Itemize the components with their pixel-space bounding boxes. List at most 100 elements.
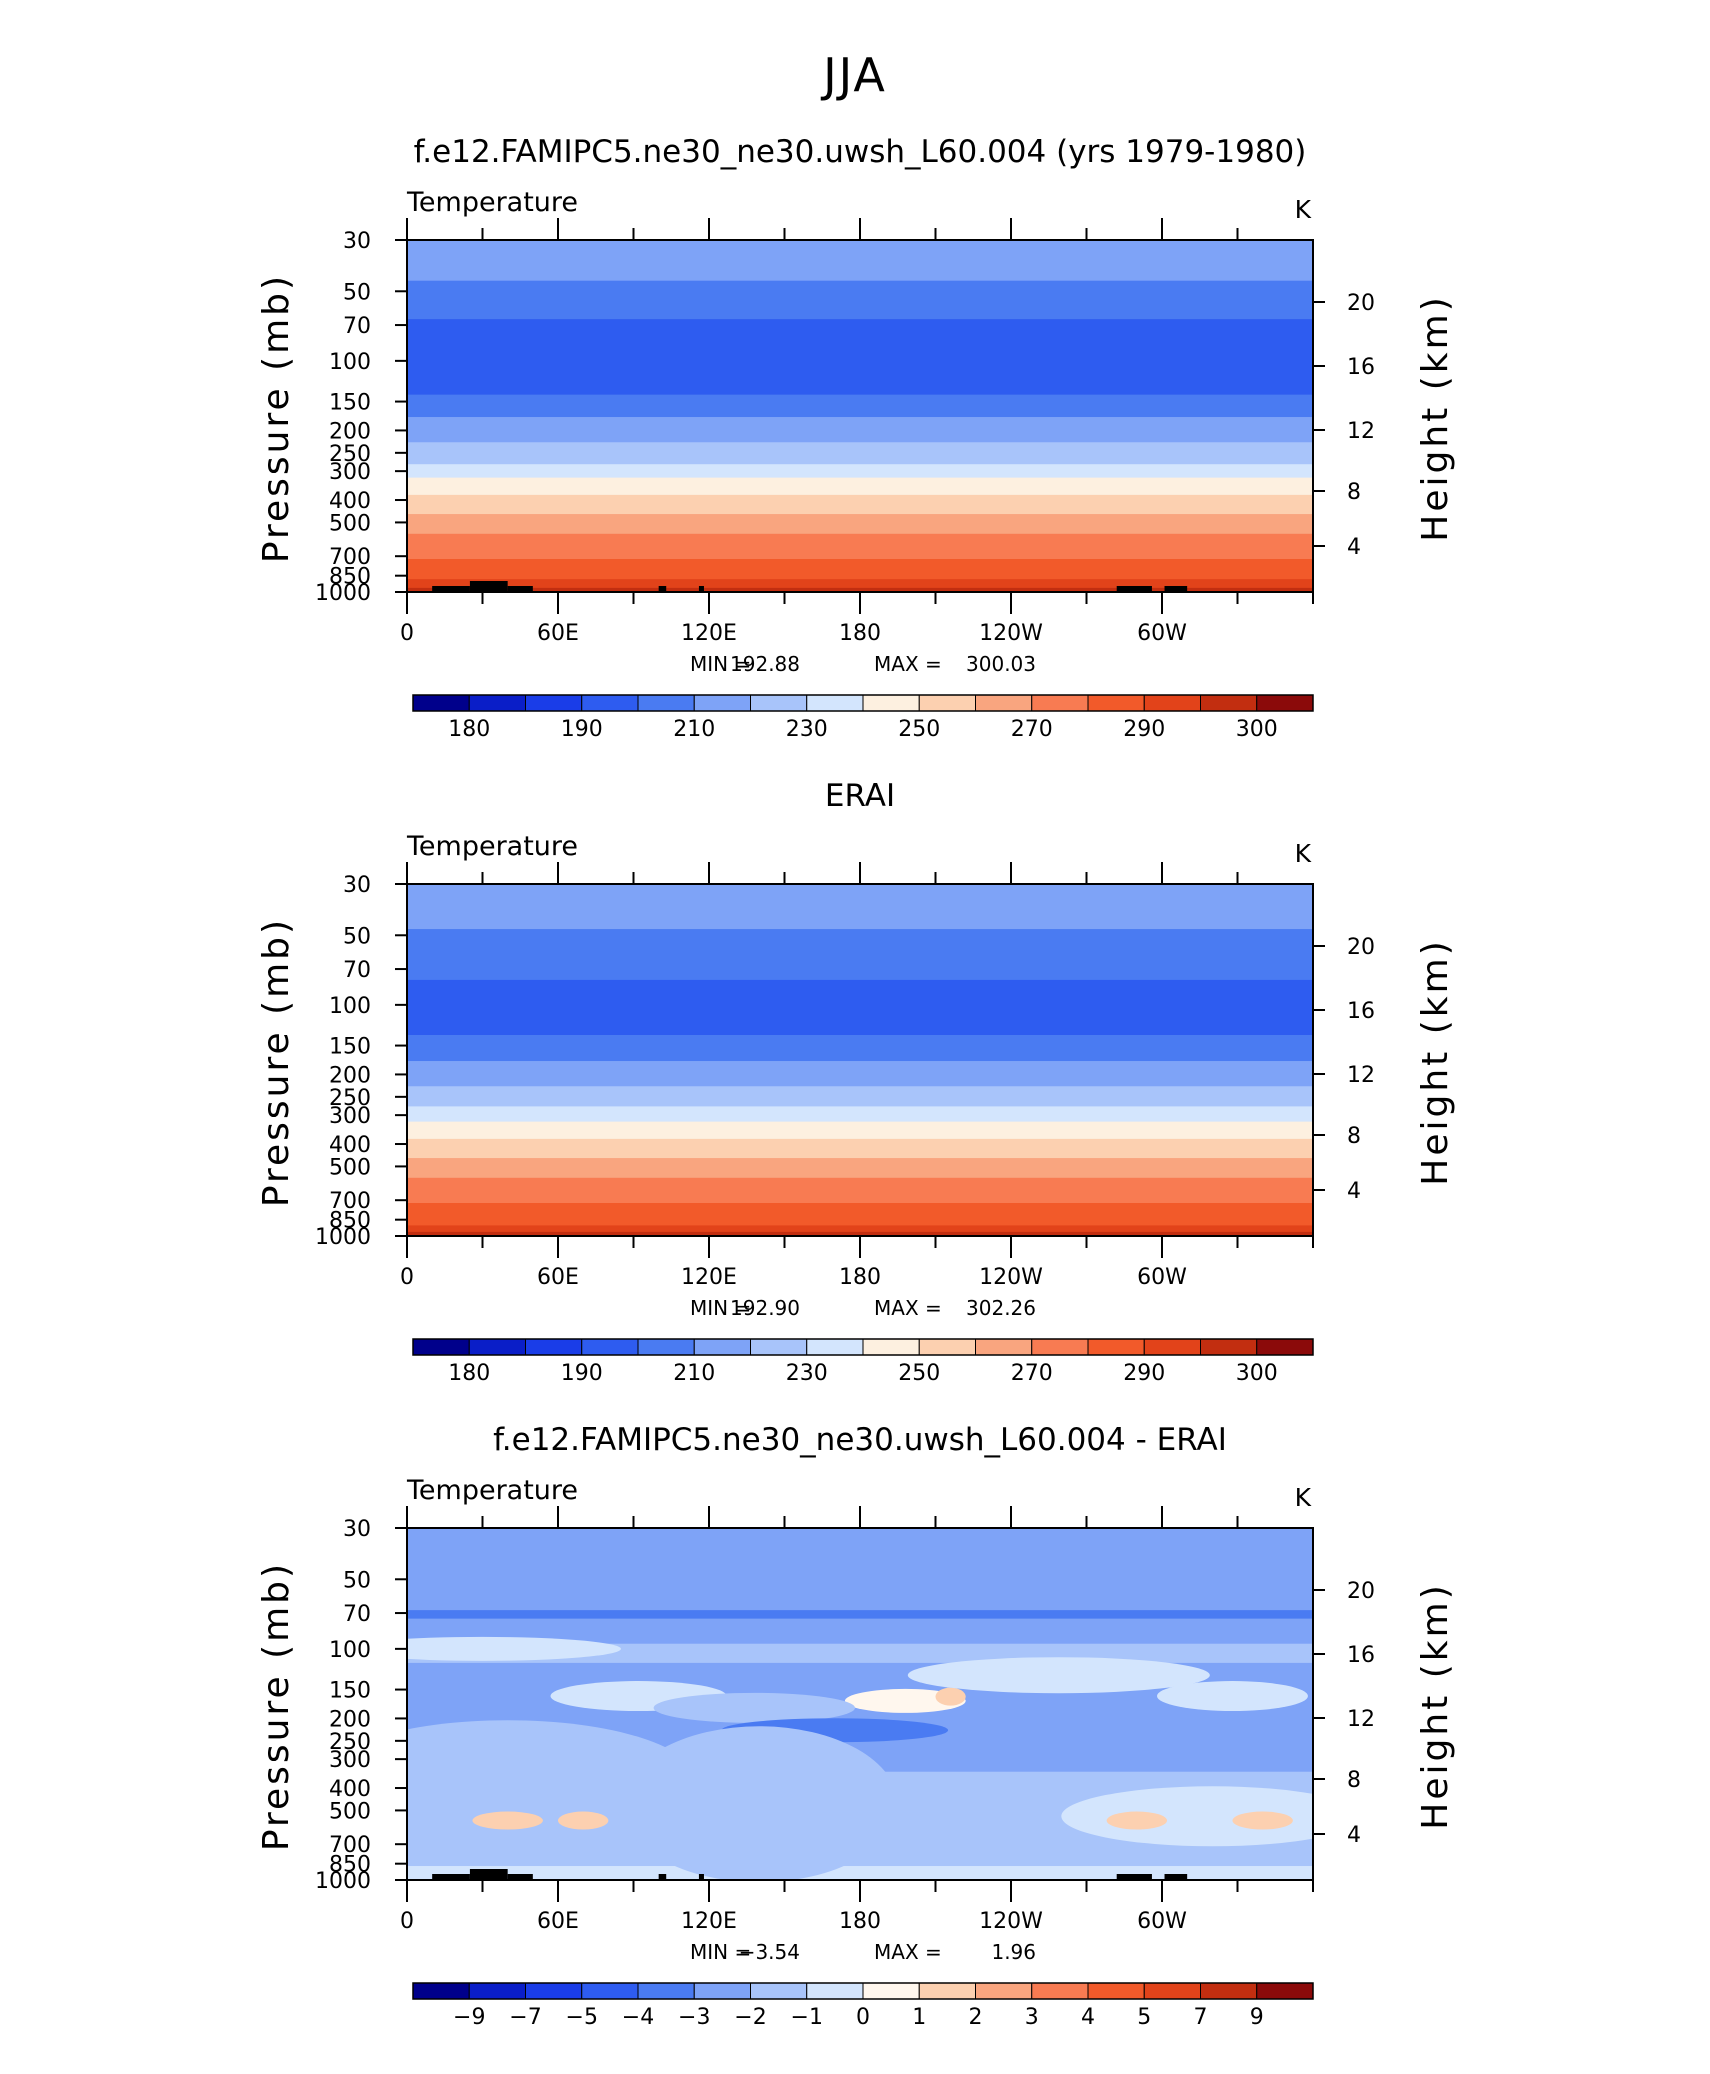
stat-max-value: 302.26 [966, 1296, 1036, 1320]
colorbar-box [693, 1338, 751, 1356]
colorbar-label: 290 [1123, 1361, 1165, 1386]
y-tick-label: 250 [329, 1086, 371, 1111]
colorbar-label: 0 [856, 2005, 870, 2030]
y-right-tick-label: 4 [1347, 535, 1361, 560]
y-right-tick-label: 12 [1347, 1063, 1375, 1088]
x-tick-label: 120W [979, 621, 1043, 646]
colorbar-box [1200, 1338, 1258, 1356]
stat-min-value: 192.90 [730, 1296, 800, 1320]
stat-min-value: 192.88 [730, 652, 800, 676]
stat-max-label: MAX = [874, 652, 942, 676]
contour-band [407, 1225, 1313, 1233]
contour-band [407, 477, 1313, 496]
colorbar-box [862, 1982, 920, 2000]
anomaly-patch [907, 1657, 1210, 1694]
topography-mask [658, 586, 667, 592]
colorbar-label: 180 [448, 717, 490, 742]
panel-title: ERAI [825, 778, 895, 814]
colorbar-box [1143, 694, 1201, 712]
contour-band [407, 417, 1313, 443]
colorbar-label: 5 [1137, 2005, 1151, 2030]
y-tick-label: 70 [343, 958, 371, 983]
colorbar-box [468, 1338, 526, 1356]
anomaly-patch [1061, 1786, 1313, 1847]
colorbar-label: −7 [509, 2005, 541, 2030]
x-tick-label: 60E [537, 621, 579, 646]
colorbar-box [412, 1982, 470, 2000]
topography-mask [1164, 1874, 1188, 1880]
y-tick-label: 700 [329, 1189, 371, 1214]
colorbar-box [975, 694, 1033, 712]
y-right-tick-label: 20 [1347, 935, 1375, 960]
colorbar-label: −1 [791, 2005, 823, 2030]
panel-3: f.e12.FAMIPC5.ne30_ne30.uwsh_L60.004 - E… [256, 1422, 1456, 2030]
x-tick-label: 120W [979, 1909, 1043, 1934]
contour-band [407, 1231, 1313, 1236]
contour-band [407, 1034, 1313, 1062]
contour-band [407, 1106, 1313, 1123]
y-right-tick-label: 20 [1347, 1579, 1375, 1604]
units-label: K [1295, 1483, 1312, 1512]
colorbar-label: 210 [673, 717, 715, 742]
y-axis-title: Pressure (mb) [256, 273, 297, 563]
topography-mask [658, 1874, 667, 1880]
colorbar-box [750, 1338, 808, 1356]
anomaly-patch [558, 1811, 609, 1830]
y-axis-title-right: Height (km) [1415, 938, 1456, 1185]
colorbar-label: −4 [622, 2005, 654, 2030]
y-right-tick-label: 16 [1347, 1643, 1375, 1668]
y-tick-label: 850 [329, 1209, 371, 1234]
y-tick-label: 150 [329, 1035, 371, 1060]
contour-band [407, 587, 1313, 592]
colorbar-box [1200, 1982, 1258, 2000]
colorbar-label: 230 [786, 717, 828, 742]
colorbar-box [637, 1982, 695, 2000]
y-tick-label: 400 [329, 489, 371, 514]
colorbar-label: 3 [1025, 2005, 1039, 2030]
contour-band [407, 319, 1313, 396]
colorbar-label: 2 [969, 2005, 983, 2030]
colorbar-label: 270 [1011, 717, 1053, 742]
panel-1: f.e12.FAMIPC5.ne30_ne30.uwsh_L60.004 (yr… [256, 134, 1456, 742]
y-tick-label: 30 [343, 1517, 371, 1542]
y-right-tick-label: 8 [1347, 480, 1361, 505]
stat-min-value: −3.54 [739, 1940, 800, 1964]
x-tick-label: 0 [400, 1909, 414, 1934]
y-tick-label: 150 [329, 1679, 371, 1704]
x-tick-label: 60W [1137, 621, 1187, 646]
contour-band [407, 1138, 1313, 1159]
contour-band [407, 1528, 1313, 1611]
colorbar-box [1256, 1338, 1314, 1356]
colorbar-label: −2 [734, 2005, 766, 2030]
y-right-tick-label: 12 [1347, 419, 1375, 444]
y-tick-label: 850 [329, 1853, 371, 1878]
y-tick-label: 400 [329, 1777, 371, 1802]
colorbar-box [1031, 1338, 1089, 1356]
x-tick-label: 120W [979, 1265, 1043, 1290]
contour-band [407, 494, 1313, 515]
colorbar-box [637, 1338, 695, 1356]
colorbar-label: 270 [1011, 1361, 1053, 1386]
colorbar-label: 190 [561, 1361, 603, 1386]
contour-band [407, 579, 1313, 589]
colorbar-box [693, 1982, 751, 2000]
colorbar-box [750, 694, 808, 712]
x-tick-label: 0 [400, 621, 414, 646]
colorbar-box [1200, 694, 1258, 712]
colorbar-box [525, 1338, 583, 1356]
y-tick-label: 150 [329, 391, 371, 416]
colorbar-box [412, 1338, 470, 1356]
page-title: JJA [823, 48, 887, 102]
x-tick-label: 0 [400, 1265, 414, 1290]
colorbar-box [862, 694, 920, 712]
contour-band [407, 1086, 1313, 1108]
y-right-tick-label: 8 [1347, 1124, 1361, 1149]
topography-mask [1116, 1874, 1152, 1880]
colorbar-label: −9 [453, 2005, 485, 2030]
contour-band [407, 442, 1313, 465]
anomaly-patch [1106, 1811, 1168, 1830]
variable-label: Temperature [406, 831, 578, 862]
y-tick-label: 30 [343, 229, 371, 254]
y-tick-label: 50 [343, 924, 371, 949]
